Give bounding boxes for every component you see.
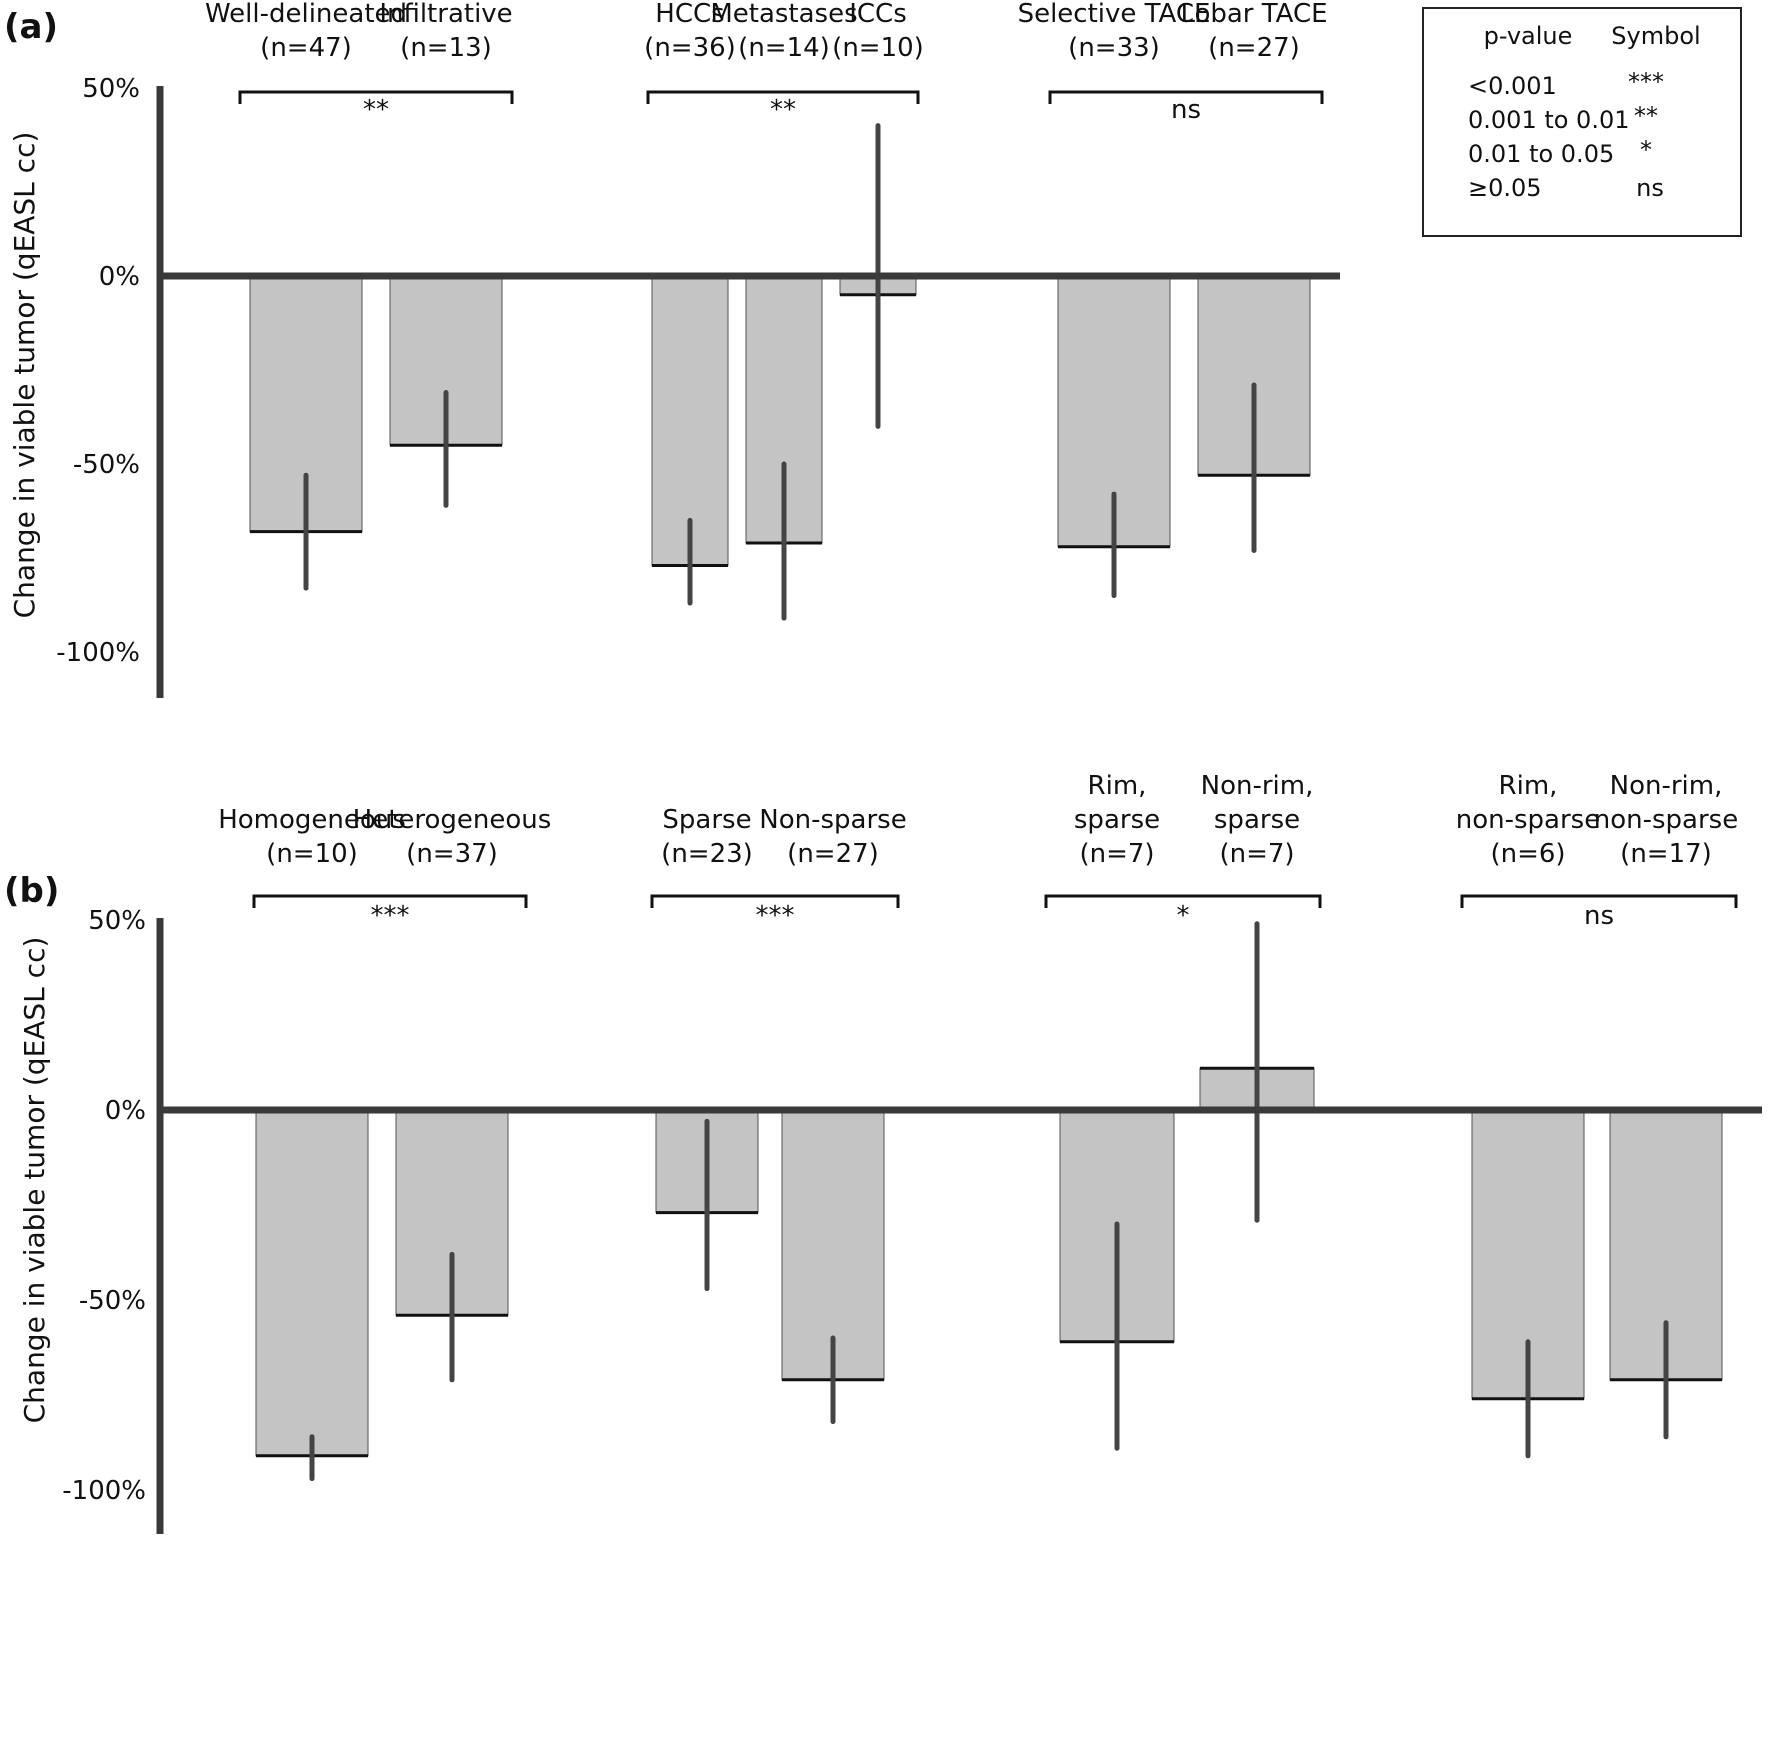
bar <box>781 1109 885 1381</box>
p-value-legend: p-value Symbol <0.001 *** 0.001 to 0.01 … <box>1422 7 1742 237</box>
significance-bracket <box>650 894 900 908</box>
category-label: (n=7) <box>1079 839 1154 869</box>
category-label: (n=6) <box>1490 839 1565 869</box>
y-tick-label: -50% <box>73 450 140 480</box>
significance-label: ns <box>1171 95 1201 125</box>
significance-label: *** <box>371 901 410 931</box>
category-label: (n=17) <box>1620 839 1712 869</box>
category-label: (n=14) <box>738 33 830 63</box>
significance-bracket <box>1460 894 1738 908</box>
panel-label: (a) <box>4 7 58 47</box>
category-label: Infiltrative <box>379 0 512 29</box>
significance-bracket <box>238 90 514 104</box>
y-tick-label: 50% <box>82 74 140 104</box>
legend-row-p: ≥0.05 <box>1468 174 1542 202</box>
y-tick-label: 0% <box>99 262 140 292</box>
category-label: sparse <box>1214 805 1300 835</box>
legend-header-p-value: p-value <box>1484 22 1573 50</box>
legend-box <box>1422 7 1742 237</box>
y-axis-label: Change in viable tumor (qEASL cc) <box>18 937 51 1424</box>
category-label: (n=10) <box>266 839 358 869</box>
bar <box>255 1109 369 1457</box>
legend-header-symbol: Symbol <box>1611 22 1700 50</box>
y-tick-label: 0% <box>105 1096 146 1126</box>
category-label: (n=37) <box>406 839 498 869</box>
category-label: (n=27) <box>787 839 879 869</box>
significance-label: * <box>1177 901 1190 931</box>
category-label: Well-delineated <box>205 0 407 29</box>
y-tick-label: 50% <box>88 906 146 936</box>
category-label: (n=47) <box>260 33 352 63</box>
significance-bracket <box>1048 90 1324 104</box>
significance-bracket <box>1044 894 1322 908</box>
category-label: (n=13) <box>400 33 492 63</box>
y-tick-label: -100% <box>62 1476 146 1506</box>
category-label: (n=33) <box>1068 33 1160 63</box>
legend-row-symbol: *** <box>1628 68 1664 96</box>
category-label: Selective TACE <box>1018 0 1211 29</box>
category-label: sparse <box>1074 805 1160 835</box>
y-axis-label: Change in viable tumor (qEASL cc) <box>8 132 41 619</box>
category-label: Sparse <box>662 805 751 835</box>
legend-row-p: 0.001 to 0.01 <box>1468 106 1630 134</box>
category-label: Lobar TACE <box>1180 0 1327 29</box>
panel-b-chart: (b) Change in viable tumor (qEASL cc) 50% 0… <box>4 771 1762 1534</box>
panel-a-chart: (a) Change in viable tumor (qEASL cc) 50% 0… <box>4 0 1340 698</box>
category-label: ICCs <box>849 0 907 29</box>
category-label: (n=7) <box>1219 839 1294 869</box>
legend-row-symbol: ** <box>1634 102 1658 130</box>
category-label: non-sparse <box>1456 805 1600 835</box>
category-label: Non-sparse <box>759 805 906 835</box>
category-label: HCCs <box>655 0 724 29</box>
category-label: Non-rim, <box>1610 771 1723 801</box>
category-label: (n=23) <box>661 839 753 869</box>
significance-bracket <box>646 90 920 104</box>
category-label: (n=27) <box>1208 33 1300 63</box>
legend-row-symbol: ns <box>1636 174 1664 202</box>
y-tick-label: -50% <box>79 1286 146 1316</box>
category-label: Heterogeneous <box>353 805 552 835</box>
category-label: Homogeneous <box>218 805 406 835</box>
significance-label: ** <box>770 95 796 125</box>
category-label: Non-rim, <box>1201 771 1314 801</box>
legend-row-p: 0.01 to 0.05 <box>1468 140 1614 168</box>
category-label: (n=36) <box>644 33 736 63</box>
significance-label: ** <box>363 95 389 125</box>
category-label: Rim, <box>1499 771 1558 801</box>
significance-label: *** <box>756 901 795 931</box>
y-tick-label: -100% <box>56 638 140 668</box>
category-label: non-sparse <box>1594 805 1738 835</box>
legend-row-p: <0.001 <box>1468 72 1557 100</box>
significance-label: ns <box>1584 901 1614 931</box>
category-label: (n=10) <box>832 33 924 63</box>
bar <box>651 275 729 567</box>
category-label: Metastases <box>710 0 857 29</box>
significance-bracket <box>252 894 528 908</box>
legend-row-symbol: * <box>1640 136 1652 164</box>
category-label: Rim, <box>1088 771 1147 801</box>
panel-label: (b) <box>4 871 59 911</box>
